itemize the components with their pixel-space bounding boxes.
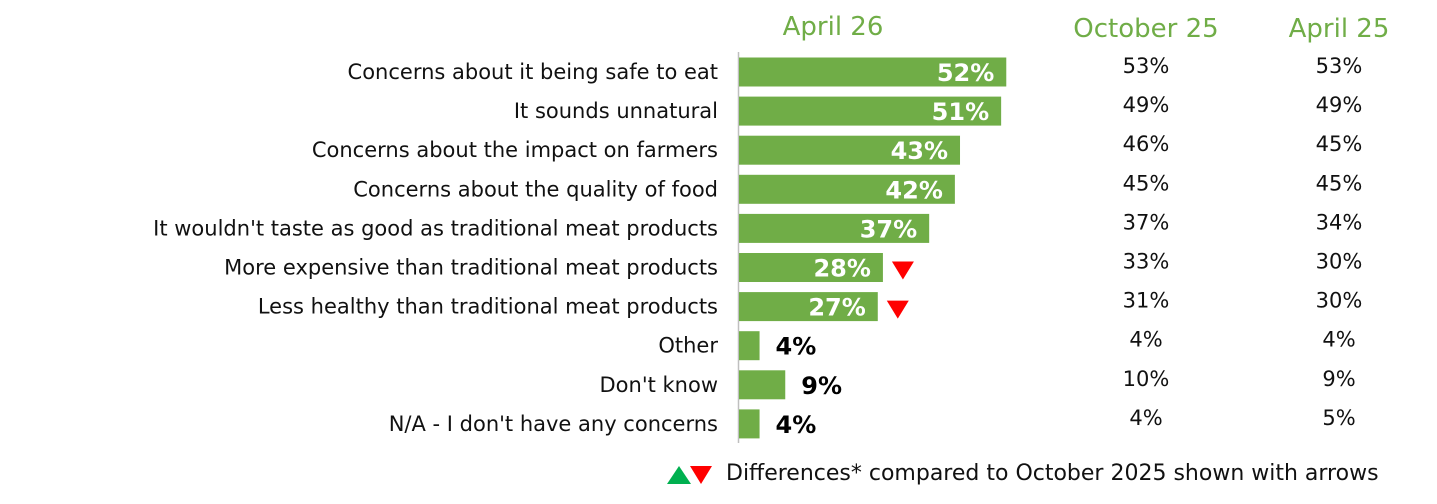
bar	[739, 331, 760, 361]
header-april-26: April 26	[783, 12, 884, 42]
april-25-value: 30%	[1316, 289, 1363, 313]
october-25-value: 4%	[1129, 406, 1162, 430]
data-label: 4%	[776, 333, 817, 361]
data-label: 43%	[891, 137, 948, 165]
data-label: 42%	[885, 176, 942, 204]
bar	[739, 57, 1007, 87]
april-25-value: 45%	[1316, 132, 1363, 156]
category-label: Less healthy than traditional meat produ…	[258, 295, 718, 319]
data-label: 37%	[860, 215, 917, 243]
bar	[739, 253, 883, 282]
october-25-value: 4%	[1129, 328, 1162, 352]
data-label: 52%	[937, 59, 994, 87]
data-label: 28%	[813, 255, 870, 283]
data-label: 4%	[776, 411, 817, 439]
april-25-value: 53%	[1316, 54, 1363, 78]
april-25-value: 45%	[1316, 171, 1363, 195]
category-label: Concerns about the impact on farmers	[312, 138, 718, 162]
legend-down-arrow-icon	[690, 466, 712, 484]
october-25-value: 45%	[1123, 171, 1170, 195]
october-25-value: 37%	[1123, 210, 1170, 234]
october-25-value: 10%	[1123, 367, 1170, 391]
header-october-25: October 25	[1073, 14, 1218, 44]
october-25-value: 46%	[1123, 132, 1170, 156]
october-25-value: 53%	[1123, 54, 1170, 78]
down-arrow-icon	[891, 261, 914, 280]
category-label: It wouldn't taste as good as traditional…	[153, 216, 718, 240]
category-label: Concerns about the quality of food	[353, 177, 718, 201]
october-25-value: 31%	[1123, 289, 1170, 313]
data-label: 51%	[932, 98, 989, 126]
april-25-value: 30%	[1316, 250, 1363, 274]
category-label: Concerns about it being safe to eat	[348, 60, 718, 84]
data-label: 27%	[808, 294, 865, 322]
category-label: Don't know	[599, 373, 718, 397]
april-25-value: 5%	[1322, 406, 1355, 430]
april-25-value: 4%	[1322, 328, 1355, 352]
april-25-value: 9%	[1322, 367, 1355, 391]
data-label: 9%	[801, 372, 842, 400]
category-label: N/A - I don't have any concerns	[389, 412, 718, 436]
category-label: More expensive than traditional meat pro…	[224, 256, 718, 280]
header-april-25: April 25	[1289, 14, 1390, 44]
bar	[739, 409, 760, 439]
bar	[739, 174, 955, 204]
bar	[739, 96, 1002, 126]
bar	[739, 135, 961, 165]
bar	[739, 213, 930, 243]
april-25-value: 49%	[1316, 93, 1363, 117]
april-25-value: 34%	[1316, 210, 1363, 234]
bar	[739, 292, 878, 322]
october-25-value: 33%	[1123, 250, 1170, 274]
down-arrow-icon	[886, 300, 909, 319]
category-label: It sounds unnatural	[514, 99, 718, 123]
category-label: Other	[658, 334, 718, 358]
bar	[739, 370, 786, 400]
legend-text: Differences* compared to October 2025 sh…	[726, 461, 1379, 486]
october-25-value: 49%	[1123, 93, 1170, 117]
legend-up-arrow-icon	[667, 466, 691, 484]
